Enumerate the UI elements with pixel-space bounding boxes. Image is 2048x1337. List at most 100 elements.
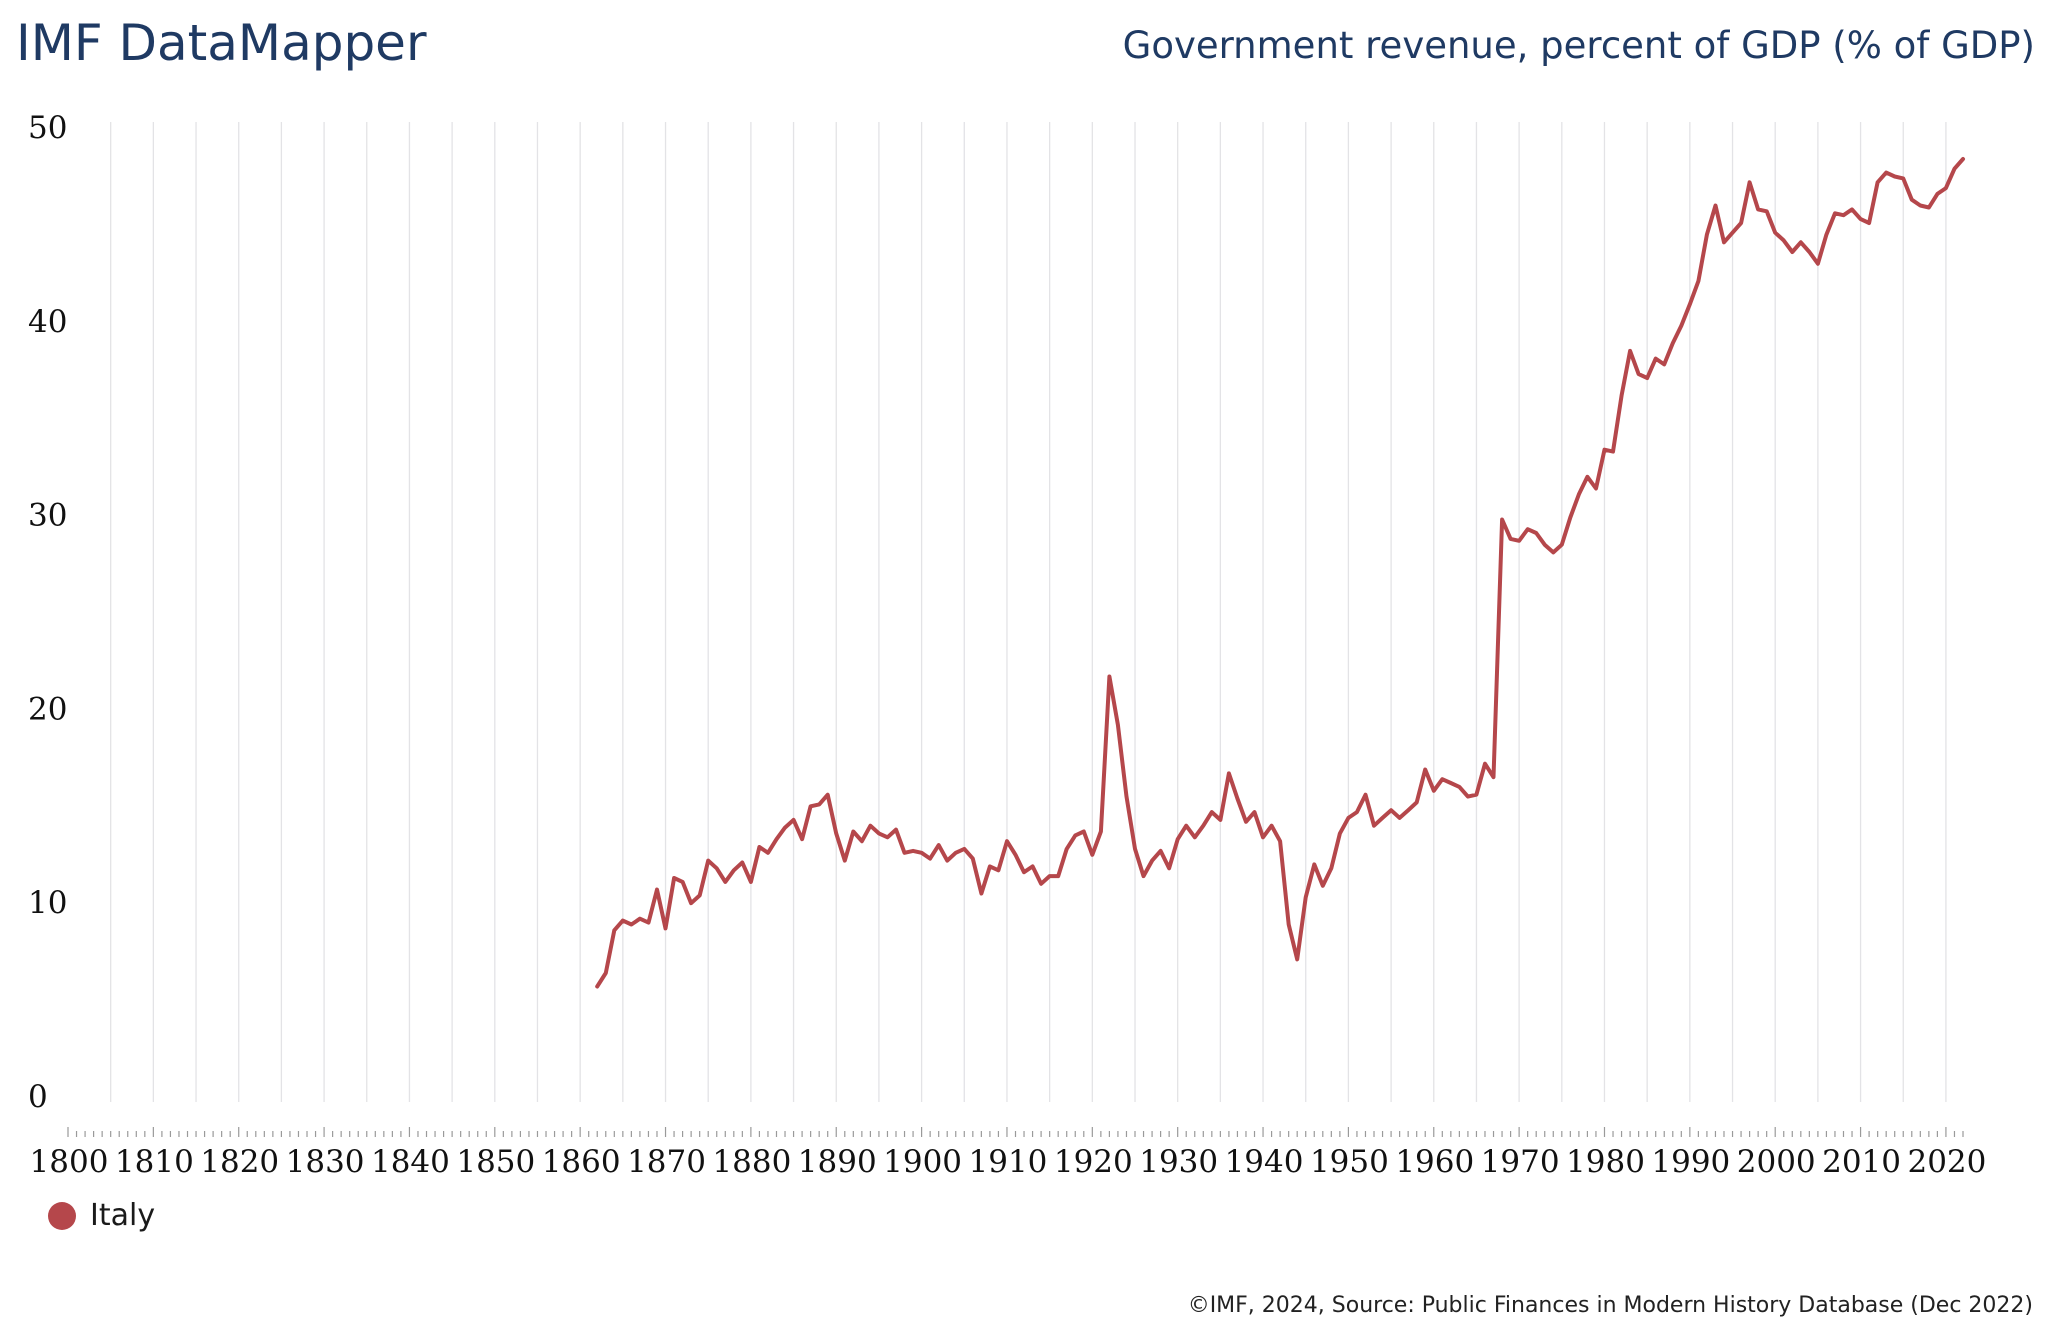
data-point[interactable] — [1432, 789, 1436, 793]
data-point[interactable] — [1714, 204, 1718, 208]
data-point[interactable] — [1355, 810, 1359, 814]
data-point[interactable] — [1893, 175, 1897, 179]
data-point[interactable] — [1466, 795, 1470, 799]
data-point[interactable] — [1261, 835, 1265, 839]
data-point[interactable] — [979, 892, 983, 896]
data-point[interactable] — [604, 971, 608, 975]
data-point[interactable] — [664, 926, 668, 930]
data-point[interactable] — [783, 826, 787, 830]
data-point[interactable] — [1099, 830, 1103, 834]
data-point[interactable] — [1782, 238, 1786, 242]
data-point[interactable] — [672, 876, 676, 880]
data-point[interactable] — [1867, 221, 1871, 225]
data-point[interactable] — [988, 864, 992, 868]
data-point[interactable] — [1790, 250, 1794, 254]
data-point[interactable] — [1765, 209, 1769, 213]
data-point[interactable] — [826, 793, 830, 797]
data-point[interactable] — [647, 921, 651, 925]
data-point[interactable] — [1517, 539, 1521, 543]
data-point[interactable] — [945, 859, 949, 863]
data-point[interactable] — [1935, 192, 1939, 196]
data-point[interactable] — [1167, 866, 1171, 870]
data-point[interactable] — [1474, 793, 1478, 797]
data-point[interactable] — [1816, 262, 1820, 266]
data-point[interactable] — [1227, 771, 1231, 775]
data-point[interactable] — [1500, 518, 1504, 522]
data-point[interactable] — [1278, 839, 1282, 843]
data-point[interactable] — [1022, 870, 1026, 874]
data-point[interactable] — [1142, 874, 1146, 878]
data-point[interactable] — [1184, 824, 1188, 828]
data-point[interactable] — [1679, 324, 1683, 328]
data-point[interactable] — [1381, 816, 1385, 820]
data-point[interactable] — [1176, 837, 1180, 841]
data-point[interactable] — [1039, 882, 1043, 886]
data-point[interactable] — [868, 824, 872, 828]
data-point[interactable] — [937, 843, 941, 847]
data-point[interactable] — [1645, 376, 1649, 380]
data-point[interactable] — [1014, 853, 1018, 857]
data-point[interactable] — [1671, 341, 1675, 345]
data-point[interactable] — [1048, 874, 1052, 878]
data-point[interactable] — [1364, 793, 1368, 797]
data-point[interactable] — [809, 804, 813, 808]
data-point[interactable] — [1056, 874, 1060, 878]
data-point[interactable] — [1662, 362, 1666, 366]
data-point[interactable] — [1859, 217, 1863, 221]
data-point[interactable] — [1961, 157, 1965, 161]
data-point[interactable] — [1244, 820, 1248, 824]
legend[interactable]: Italy — [48, 1198, 155, 1233]
data-point[interactable] — [1235, 797, 1239, 801]
data-point[interactable] — [775, 837, 779, 841]
data-point[interactable] — [1739, 221, 1743, 225]
data-point[interactable] — [920, 851, 924, 855]
data-point[interactable] — [1082, 830, 1086, 834]
data-point[interactable] — [1585, 475, 1589, 479]
data-point[interactable] — [681, 880, 685, 884]
data-point[interactable] — [800, 837, 804, 841]
data-point[interactable] — [1628, 349, 1632, 353]
data-point[interactable] — [1748, 180, 1752, 184]
data-point[interactable] — [1842, 213, 1846, 217]
data-point[interactable] — [629, 923, 633, 927]
data-point[interactable] — [1449, 781, 1453, 785]
data-point[interactable] — [1312, 862, 1316, 866]
data-point[interactable] — [766, 851, 770, 855]
data-point[interactable] — [954, 851, 958, 855]
data-point[interactable] — [1799, 240, 1803, 244]
data-point[interactable] — [1901, 176, 1905, 180]
data-point[interactable] — [1953, 167, 1957, 171]
data-point[interactable] — [706, 859, 710, 863]
data-point[interactable] — [877, 831, 881, 835]
data-point[interactable] — [689, 901, 693, 905]
data-point[interactable] — [1125, 795, 1129, 799]
data-point[interactable] — [1696, 279, 1700, 283]
data-point[interactable] — [1773, 231, 1777, 235]
data-point[interactable] — [1406, 808, 1410, 812]
data-point[interactable] — [1543, 543, 1547, 547]
data-point[interactable] — [996, 868, 1000, 872]
data-point[interactable] — [1321, 884, 1325, 888]
data-point[interactable] — [1551, 550, 1555, 554]
data-point[interactable] — [655, 888, 659, 892]
data-point[interactable] — [1090, 853, 1094, 857]
data-point[interactable] — [1133, 847, 1137, 851]
data-point[interactable] — [1833, 211, 1837, 215]
data-point[interactable] — [1218, 818, 1222, 822]
data-point[interactable] — [1304, 895, 1308, 899]
data-point[interactable] — [1483, 762, 1487, 766]
data-point[interactable] — [1372, 824, 1376, 828]
data-point[interactable] — [1918, 204, 1922, 208]
data-point[interactable] — [792, 818, 796, 822]
data-point[interactable] — [1560, 543, 1564, 547]
data-point[interactable] — [638, 917, 642, 921]
data-point[interactable] — [1884, 171, 1888, 175]
data-point[interactable] — [1611, 450, 1615, 454]
data-point[interactable] — [723, 880, 727, 884]
data-point[interactable] — [1603, 448, 1607, 452]
data-point[interactable] — [928, 857, 932, 861]
data-point[interactable] — [1577, 492, 1581, 496]
data-point[interactable] — [1910, 198, 1914, 202]
data-point[interactable] — [1705, 233, 1709, 237]
data-point[interactable] — [1620, 393, 1624, 397]
